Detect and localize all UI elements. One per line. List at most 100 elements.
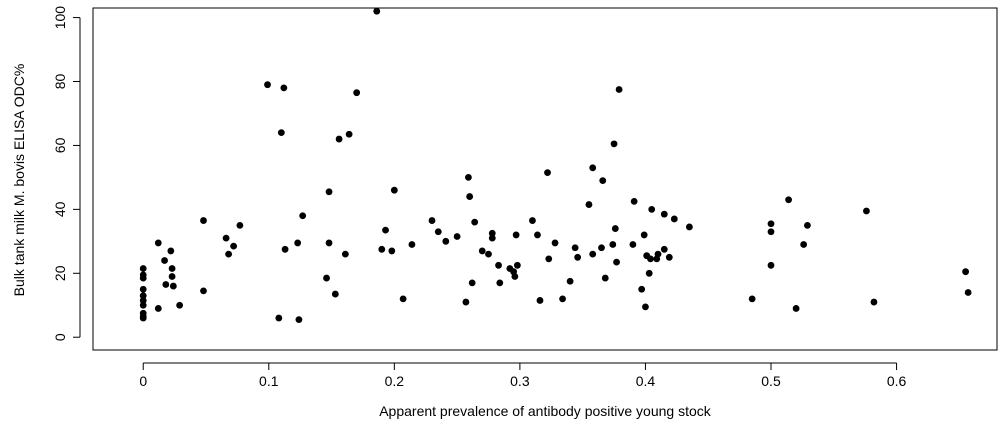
data-point xyxy=(654,250,662,258)
data-point xyxy=(599,177,607,184)
data-point xyxy=(863,207,870,215)
data-point xyxy=(496,279,504,287)
data-point xyxy=(767,261,775,269)
y-tick-label: 20 xyxy=(52,265,68,281)
data-point xyxy=(571,244,579,252)
data-point xyxy=(139,292,147,300)
data-point xyxy=(609,241,617,248)
data-point xyxy=(168,273,176,280)
y-axis: 0 20 40 60 80 100 xyxy=(52,6,81,341)
data-point xyxy=(670,215,678,223)
data-point xyxy=(154,305,162,312)
data-point xyxy=(280,84,288,92)
data-point xyxy=(665,253,673,261)
data-point xyxy=(512,231,520,239)
data-point xyxy=(466,193,474,200)
data-point xyxy=(804,221,811,229)
data-point xyxy=(167,247,175,255)
y-tick-label: 100 xyxy=(52,6,68,30)
data-point xyxy=(478,247,486,255)
data-point xyxy=(378,245,386,253)
data-point xyxy=(373,7,381,15)
data-point xyxy=(169,282,177,290)
x-tick-label: 0.2 xyxy=(385,373,405,389)
data-point xyxy=(767,228,775,236)
x-tick-label: 0.3 xyxy=(510,373,530,389)
data-point xyxy=(465,174,472,181)
data-point xyxy=(792,305,800,312)
data-point xyxy=(139,314,147,322)
data-point xyxy=(645,269,653,277)
data-point xyxy=(574,253,582,261)
data-point xyxy=(295,316,303,324)
data-point xyxy=(168,265,176,272)
data-point xyxy=(453,233,461,240)
data-point xyxy=(511,273,519,280)
y-tick-label: 60 xyxy=(52,137,68,153)
data-point xyxy=(647,255,654,263)
data-point xyxy=(544,169,551,177)
data-point xyxy=(294,239,302,247)
data-point xyxy=(566,277,574,285)
data-point xyxy=(299,212,307,220)
x-tick-label: 0.5 xyxy=(761,373,781,389)
data-point xyxy=(139,274,147,282)
data-point xyxy=(471,218,479,226)
data-point xyxy=(442,237,450,245)
data-point xyxy=(264,81,271,89)
data-point xyxy=(331,290,339,298)
x-axis: 0 0.1 0.2 0.3 0.4 0.5 0.6 xyxy=(139,362,907,389)
data-point xyxy=(642,303,649,311)
data-point xyxy=(488,229,496,237)
data-point xyxy=(399,295,407,303)
data-point xyxy=(345,130,353,138)
y-tick-label: 0 xyxy=(52,333,68,341)
data-point xyxy=(660,210,668,218)
data-point xyxy=(488,234,496,242)
data-point xyxy=(559,295,566,303)
data-point xyxy=(660,245,668,253)
x-axis-title: Apparent prevalence of antibody positive… xyxy=(379,403,712,419)
plot-frame xyxy=(92,7,998,351)
data-point xyxy=(161,257,168,264)
data-point xyxy=(434,228,442,236)
data-point xyxy=(601,274,609,282)
data-point xyxy=(462,298,470,306)
data-point xyxy=(800,241,808,248)
data-point xyxy=(551,239,559,247)
data-point xyxy=(640,231,648,239)
data-point xyxy=(529,217,536,224)
data-point xyxy=(513,261,521,269)
data-point xyxy=(495,261,502,269)
data-point xyxy=(428,217,436,224)
data-point xyxy=(139,265,147,272)
x-tick-label: 0 xyxy=(139,373,147,389)
data-point xyxy=(964,289,972,296)
y-axis-title: Bulk tank milk M. bovis ELISA ODC% xyxy=(11,64,27,297)
y-tick-label: 80 xyxy=(52,74,68,90)
data-point xyxy=(589,164,597,172)
data-point xyxy=(139,297,147,304)
data-point xyxy=(767,220,775,228)
data-point xyxy=(629,241,637,248)
data-point xyxy=(390,186,398,194)
data-points xyxy=(139,7,972,324)
data-point xyxy=(611,225,619,232)
data-point xyxy=(630,197,638,205)
data-point xyxy=(236,221,244,229)
data-point xyxy=(870,298,878,306)
data-point xyxy=(335,135,343,143)
data-point xyxy=(485,250,492,258)
data-point xyxy=(139,285,147,293)
data-point xyxy=(353,89,361,97)
data-point xyxy=(598,244,605,252)
data-point xyxy=(222,234,230,242)
data-point xyxy=(225,250,233,258)
data-point xyxy=(610,140,618,148)
data-point xyxy=(176,301,184,309)
data-point xyxy=(139,301,147,309)
data-point xyxy=(545,255,553,263)
data-point xyxy=(200,287,207,295)
data-point xyxy=(785,196,792,204)
x-tick-label: 0.6 xyxy=(887,373,907,389)
